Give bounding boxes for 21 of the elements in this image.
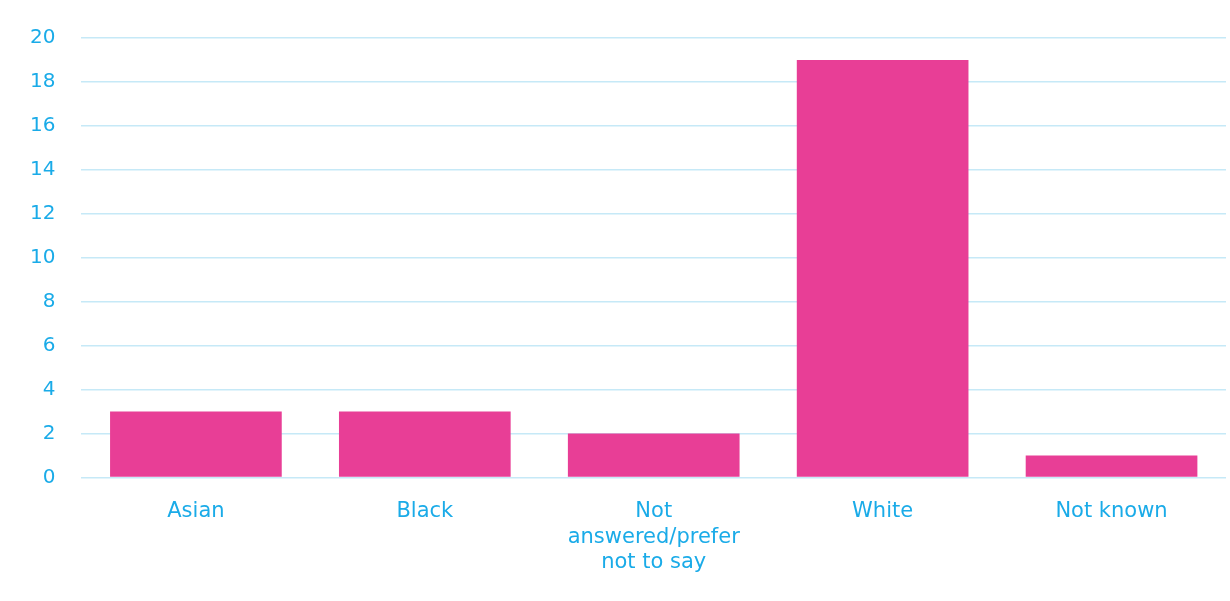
bar <box>796 59 969 477</box>
bar <box>1025 455 1198 477</box>
y-tick-label: 8 <box>42 287 56 312</box>
x-tick-label: White <box>852 498 914 523</box>
bar <box>567 433 740 477</box>
y-tick-label: 20 <box>30 24 56 49</box>
x-tick-label: Black <box>396 498 455 523</box>
y-tick-label: 6 <box>42 331 56 356</box>
y-tick-label: 4 <box>42 375 56 400</box>
bar <box>110 411 282 477</box>
bar <box>338 411 511 477</box>
y-tick-label: 0 <box>42 463 56 488</box>
y-tick-label: 16 <box>30 112 56 137</box>
x-tick-label: Not known <box>1055 498 1168 523</box>
y-tick-label: 10 <box>30 243 56 268</box>
y-tick-label: 14 <box>30 156 56 181</box>
y-tick-label: 18 <box>30 68 56 93</box>
y-tick-label: 2 <box>42 419 56 444</box>
y-tick-label: 12 <box>30 199 56 224</box>
x-tick-label: Not answered/prefer not to say <box>567 498 741 573</box>
x-tick-label: Asian <box>167 498 225 523</box>
